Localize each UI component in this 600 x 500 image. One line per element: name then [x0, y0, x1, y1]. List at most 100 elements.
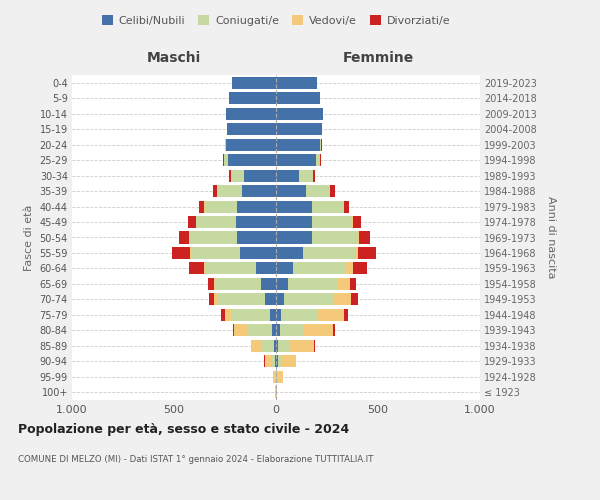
- Bar: [276, 278, 288, 290]
- Bar: [272, 371, 275, 383]
- Bar: [359, 232, 370, 243]
- Bar: [302, 247, 355, 259]
- Y-axis label: Anni di nascita: Anni di nascita: [547, 196, 556, 279]
- Bar: [214, 278, 216, 290]
- Bar: [190, 262, 203, 274]
- Bar: [196, 216, 236, 228]
- Bar: [276, 200, 312, 212]
- Bar: [277, 371, 283, 383]
- Bar: [276, 232, 312, 243]
- Bar: [278, 356, 282, 368]
- Bar: [358, 247, 376, 259]
- Bar: [233, 324, 234, 336]
- Bar: [203, 262, 205, 274]
- Bar: [316, 154, 320, 166]
- Bar: [337, 278, 350, 290]
- Bar: [314, 340, 315, 352]
- Bar: [343, 200, 344, 212]
- Bar: [272, 324, 276, 336]
- Bar: [353, 262, 367, 274]
- Bar: [346, 262, 353, 274]
- Bar: [352, 216, 353, 228]
- Bar: [265, 356, 271, 368]
- Bar: [236, 216, 276, 228]
- Bar: [312, 216, 352, 228]
- Bar: [276, 356, 278, 368]
- Bar: [232, 309, 270, 321]
- Bar: [276, 138, 320, 150]
- Bar: [237, 232, 276, 243]
- Bar: [214, 294, 218, 306]
- Bar: [190, 232, 237, 243]
- Text: Maschi: Maschi: [147, 51, 201, 65]
- Bar: [275, 356, 276, 368]
- Bar: [353, 216, 361, 228]
- Bar: [333, 294, 352, 306]
- Bar: [276, 185, 305, 197]
- Bar: [240, 247, 276, 259]
- Bar: [225, 309, 232, 321]
- Bar: [290, 340, 314, 352]
- Bar: [226, 108, 276, 120]
- Bar: [313, 170, 315, 181]
- Bar: [281, 309, 318, 321]
- Bar: [333, 324, 335, 336]
- Bar: [265, 294, 276, 306]
- Bar: [172, 247, 190, 259]
- Bar: [242, 185, 276, 197]
- Legend: Celibi/Nubili, Coniugati/e, Vedovi/e, Divorziati/e: Celibi/Nubili, Coniugati/e, Vedovi/e, Di…: [97, 10, 455, 30]
- Bar: [276, 216, 312, 228]
- Bar: [208, 278, 214, 290]
- Bar: [218, 185, 242, 197]
- Bar: [318, 309, 344, 321]
- Bar: [284, 294, 333, 306]
- Bar: [278, 340, 290, 352]
- Bar: [276, 108, 323, 120]
- Text: Popolazione per età, sesso e stato civile - 2024: Popolazione per età, sesso e stato civil…: [18, 422, 349, 436]
- Bar: [350, 278, 356, 290]
- Bar: [205, 200, 237, 212]
- Bar: [237, 200, 276, 212]
- Bar: [299, 170, 313, 181]
- Bar: [209, 294, 214, 306]
- Bar: [305, 185, 330, 197]
- Bar: [274, 340, 276, 352]
- Bar: [352, 294, 358, 306]
- Y-axis label: Fasce di età: Fasce di età: [24, 204, 34, 270]
- Bar: [228, 154, 276, 166]
- Bar: [331, 185, 335, 197]
- Bar: [229, 170, 231, 181]
- Bar: [224, 154, 228, 166]
- Bar: [225, 138, 226, 150]
- Bar: [276, 340, 278, 352]
- Bar: [280, 324, 303, 336]
- Bar: [218, 294, 265, 306]
- Bar: [303, 324, 333, 336]
- Bar: [260, 278, 276, 290]
- Bar: [276, 324, 280, 336]
- Bar: [358, 232, 359, 243]
- Bar: [262, 340, 274, 352]
- Bar: [276, 294, 284, 306]
- Bar: [276, 154, 316, 166]
- Bar: [320, 154, 321, 166]
- Bar: [179, 232, 189, 243]
- Bar: [344, 200, 349, 212]
- Bar: [344, 309, 349, 321]
- Bar: [276, 309, 281, 321]
- Bar: [247, 324, 272, 336]
- Bar: [227, 123, 276, 135]
- Bar: [312, 200, 343, 212]
- Bar: [276, 123, 322, 135]
- Bar: [256, 262, 276, 274]
- Bar: [216, 278, 260, 290]
- Bar: [276, 262, 293, 274]
- Bar: [320, 138, 321, 150]
- Bar: [234, 324, 247, 336]
- Bar: [276, 92, 320, 104]
- Bar: [229, 92, 276, 104]
- Bar: [293, 262, 346, 274]
- Bar: [226, 138, 276, 150]
- Bar: [244, 170, 276, 181]
- Bar: [205, 262, 256, 274]
